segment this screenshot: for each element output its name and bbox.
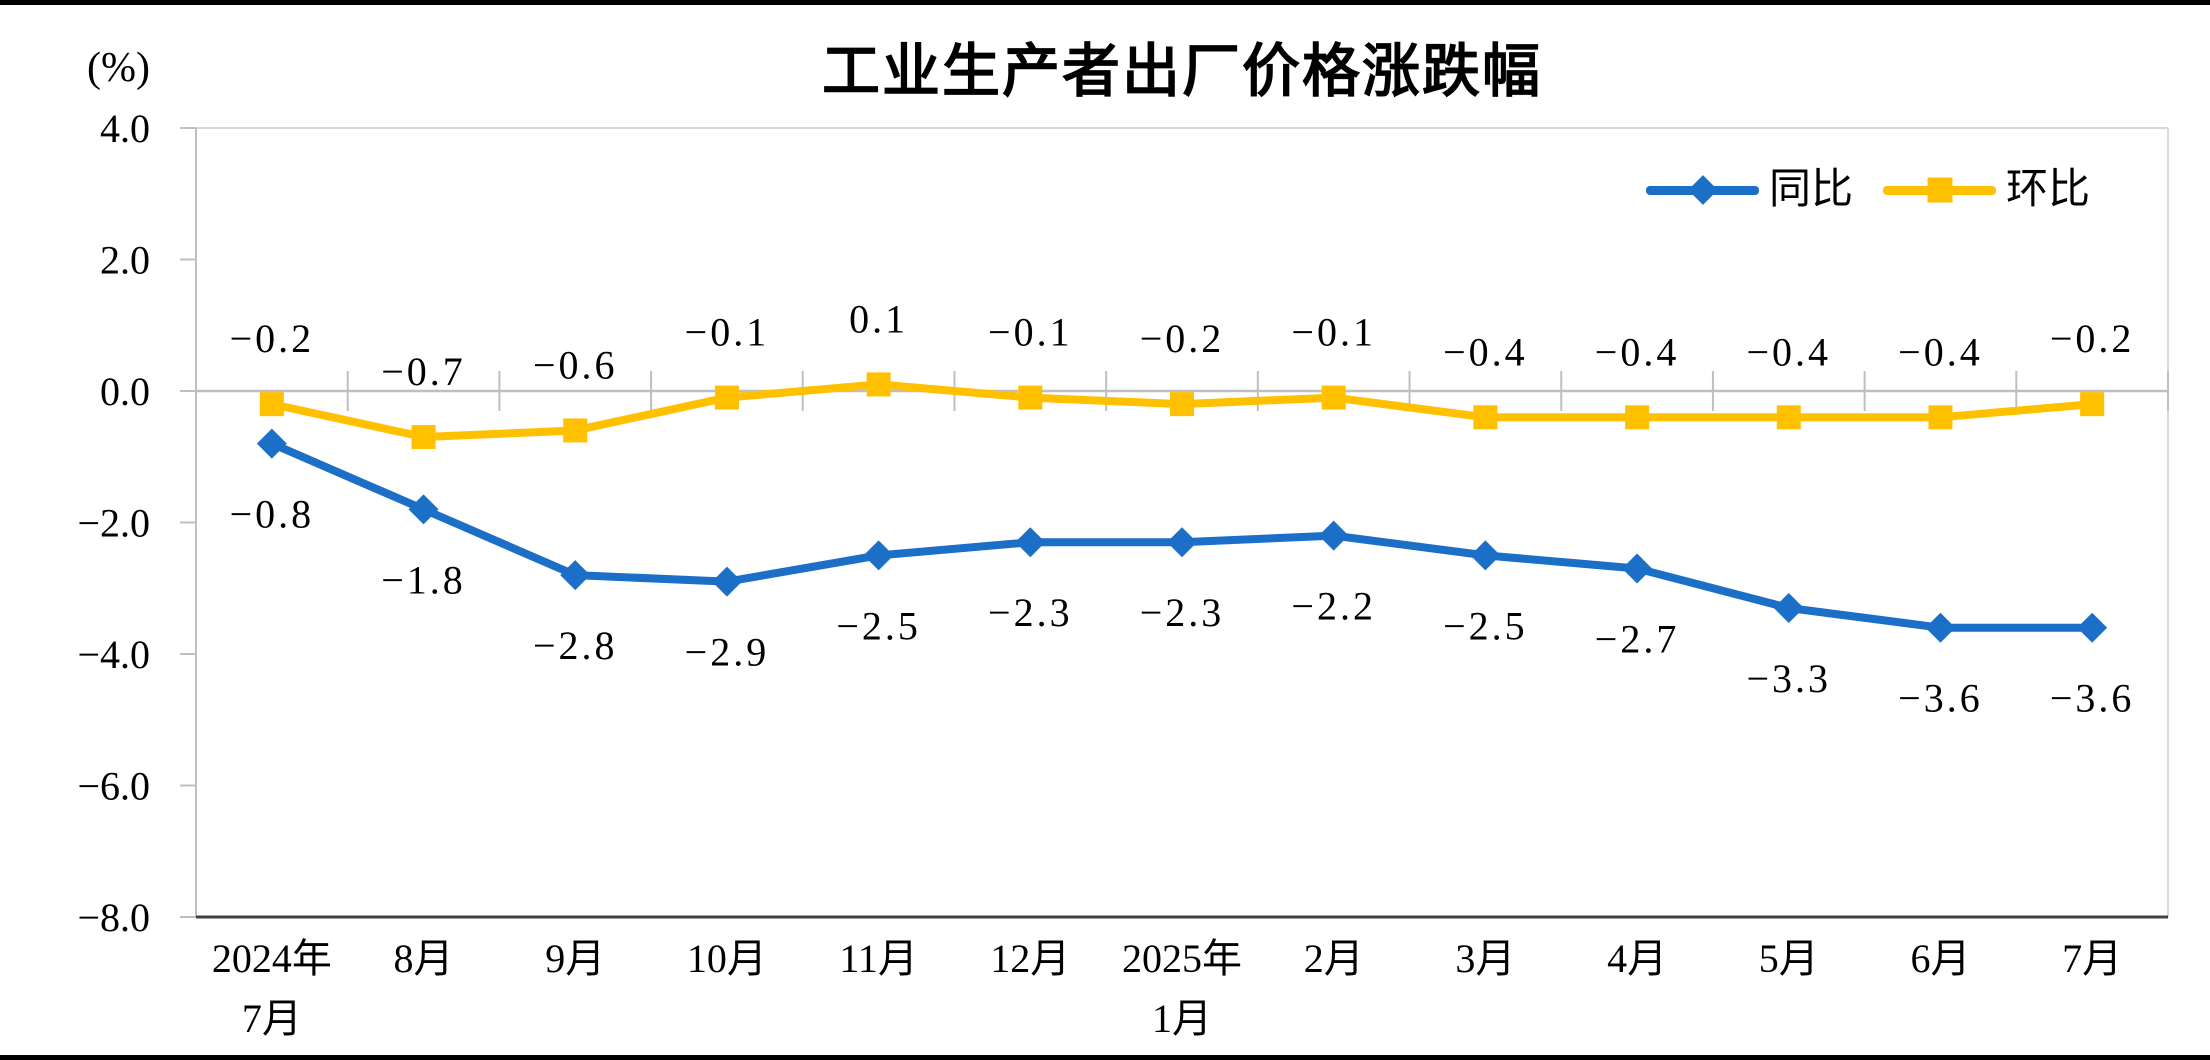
- y-axis-tick-label: 2.0: [100, 238, 150, 283]
- frame-border-bottom: [0, 1055, 2210, 1060]
- yoy-data-point-marker: [1318, 520, 1349, 551]
- mom-square-marker-icon: [1927, 177, 1953, 203]
- yoy-data-point-marker: [1622, 553, 1653, 584]
- yoy-data-label: −2.2: [1291, 584, 1376, 629]
- mom-data-label: 0.1: [849, 296, 908, 341]
- yoy-data-point-marker: [863, 540, 894, 571]
- x-axis-label: 11月: [839, 936, 918, 981]
- chart-title: 工业生产者出厂价格涨跌幅: [821, 39, 1542, 104]
- x-axis-label-line2: 7月: [242, 996, 302, 1041]
- yoy-data-label: −3.3: [1746, 656, 1831, 701]
- mom-data-label: −0.4: [1746, 329, 1831, 374]
- mom-data-point-marker: [2080, 392, 2105, 417]
- mom-data-label: −0.7: [381, 349, 466, 394]
- x-axis-label: 2024年: [212, 936, 332, 981]
- mom-line-sample: [1883, 177, 1997, 203]
- yoy-data-label: −2.5: [1443, 603, 1528, 648]
- x-axis-label: 5月: [1759, 936, 1819, 981]
- mom-data-label: −0.1: [988, 310, 1073, 355]
- yoy-data-label: −0.8: [230, 492, 315, 537]
- mom-data-point-marker: [563, 418, 588, 443]
- x-axis-label: 12月: [990, 936, 1070, 981]
- y-axis-tick-label: −2.0: [77, 501, 150, 546]
- yoy-data-label: −2.8: [533, 623, 618, 668]
- yoy-data-point-marker: [1773, 592, 1804, 623]
- mom-data-label: −0.4: [1443, 329, 1528, 374]
- x-axis-label: 7月: [2062, 936, 2122, 981]
- yoy-data-label: −3.6: [2050, 676, 2135, 721]
- yoy-data-point-marker: [1470, 540, 1501, 571]
- mom-data-label: −0.2: [230, 316, 315, 361]
- x-axis-label: 2025年: [1122, 936, 1242, 981]
- mom-data-label: −0.1: [1291, 310, 1376, 355]
- mom-data-label: −0.2: [1140, 316, 1225, 361]
- mom-data-label: −0.4: [1898, 329, 1983, 374]
- mom-data-label: −0.4: [1595, 329, 1680, 374]
- yoy-data-point-marker: [1925, 612, 1956, 643]
- mom-data-label: −0.6: [533, 342, 618, 387]
- chart-legend: 同比 环比: [1646, 160, 2090, 220]
- mom-data-label: −0.2: [2050, 316, 2135, 361]
- y-axis-tick-label: −6.0: [77, 764, 150, 809]
- x-axis-label: 9月: [545, 936, 605, 981]
- yoy-data-label: −2.7: [1595, 617, 1680, 662]
- legend-label-yoy: 同比: [1769, 167, 1854, 213]
- yoy-data-label: −3.6: [1898, 676, 1983, 721]
- mom-data-point-marker: [259, 392, 284, 417]
- mom-data-point-marker: [1018, 385, 1043, 410]
- mom-data-point-marker: [411, 425, 436, 450]
- legend-item-mom: 环比: [1883, 169, 2090, 211]
- yoy-data-label: −2.3: [1140, 590, 1225, 635]
- y-axis-tick-label: 0.0: [100, 369, 150, 414]
- yoy-data-label: −2.9: [685, 630, 770, 675]
- yoy-data-point-marker: [1015, 527, 1046, 558]
- y-axis-tick-label: 4.0: [100, 106, 150, 151]
- yoy-data-label: −2.5: [836, 603, 921, 648]
- legend-item-yoy: 同比: [1646, 169, 1853, 211]
- yoy-line-sample: [1646, 175, 1759, 205]
- yoy-data-label: −1.8: [381, 557, 466, 602]
- x-axis-label: 6月: [1910, 936, 1970, 981]
- mom-data-point-marker: [1473, 405, 1498, 430]
- mom-data-label: −0.1: [685, 310, 770, 355]
- x-axis-label: 4月: [1607, 936, 1667, 981]
- x-axis-label: 10月: [687, 936, 767, 981]
- yoy-data-point-marker: [711, 566, 742, 597]
- x-axis-label: 2月: [1304, 936, 1364, 981]
- yoy-data-point-marker: [2077, 612, 2108, 643]
- y-axis-tick-label: −4.0: [77, 632, 150, 677]
- yoy-data-point-marker: [1167, 527, 1197, 558]
- x-axis-label: 3月: [1455, 936, 1515, 981]
- y-axis-unit-label: (%): [87, 45, 150, 91]
- mom-data-point-marker: [1928, 405, 1953, 430]
- x-axis-label: 8月: [394, 936, 454, 981]
- yoy-diamond-marker-icon: [1687, 175, 1718, 205]
- y-axis-tick-label: −8.0: [77, 895, 150, 940]
- yoy-data-label: −2.3: [988, 590, 1073, 635]
- mom-data-point-marker: [714, 385, 739, 410]
- mom-data-point-marker: [1776, 405, 1801, 430]
- mom-data-point-marker: [1625, 405, 1650, 430]
- legend-label-mom: 环比: [2006, 167, 2091, 213]
- mom-data-point-marker: [866, 372, 891, 397]
- x-axis-label-line2: 1月: [1152, 996, 1212, 1041]
- yoy-data-point-marker: [560, 560, 591, 591]
- yoy-data-point-marker: [408, 494, 439, 525]
- yoy-data-point-marker: [256, 428, 287, 459]
- frame-border-top: [0, 0, 2210, 5]
- mom-data-point-marker: [1321, 385, 1346, 410]
- mom-data-point-marker: [1170, 392, 1194, 417]
